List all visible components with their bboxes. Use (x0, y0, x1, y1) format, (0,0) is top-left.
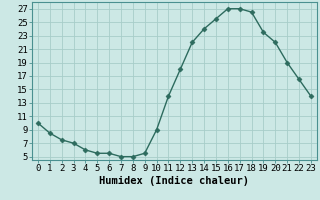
X-axis label: Humidex (Indice chaleur): Humidex (Indice chaleur) (100, 176, 249, 186)
